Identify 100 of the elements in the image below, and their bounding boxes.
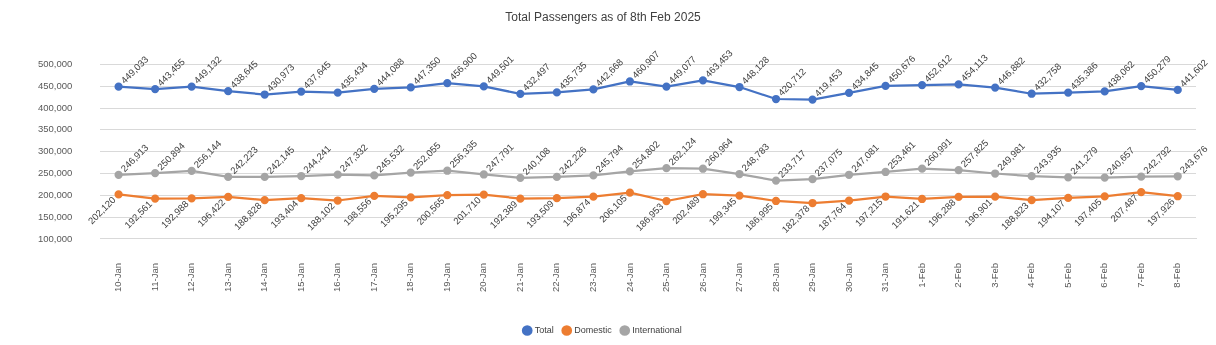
point	[1173, 85, 1182, 95]
point	[991, 192, 1000, 201]
point	[991, 169, 1000, 178]
point	[1100, 173, 1109, 182]
point	[662, 196, 671, 206]
point	[516, 194, 525, 203]
point	[1027, 89, 1036, 98]
point	[370, 191, 379, 201]
point	[333, 170, 342, 179]
point	[297, 87, 306, 96]
point	[844, 88, 854, 97]
x-tick-label: 22-Jan	[550, 262, 562, 293]
point	[1064, 88, 1073, 97]
point	[1173, 172, 1182, 181]
point	[187, 82, 196, 91]
point	[954, 80, 963, 89]
point	[589, 85, 598, 94]
point	[698, 76, 708, 85]
x-tick-label: 13-Jan	[221, 262, 233, 293]
point	[224, 172, 233, 182]
point	[808, 198, 817, 208]
x-tick-label: 14-Jan	[258, 262, 270, 293]
y-tick-label: 200,000	[38, 188, 73, 200]
point	[917, 80, 927, 90]
point	[260, 90, 269, 99]
point	[114, 190, 123, 199]
point	[881, 192, 890, 201]
point	[297, 171, 306, 181]
point	[1100, 87, 1109, 96]
point	[698, 164, 708, 173]
x-tick-label: 18-Jan	[404, 262, 416, 293]
point	[114, 170, 123, 179]
point	[552, 172, 561, 182]
legend-label: International	[632, 324, 682, 335]
point	[662, 164, 671, 173]
y-tick-label: 500,000	[38, 58, 73, 70]
x-tick-label: 12-Jan	[185, 262, 197, 293]
point	[1137, 172, 1146, 181]
point	[1027, 172, 1036, 181]
point	[1064, 173, 1073, 182]
point	[479, 170, 488, 179]
point	[443, 166, 452, 175]
point	[150, 84, 160, 94]
point	[917, 164, 927, 173]
point	[552, 88, 561, 97]
x-tick-label: 3-Feb	[988, 262, 1000, 288]
point	[917, 194, 927, 204]
point	[333, 88, 342, 97]
point	[625, 167, 635, 176]
x-tick-label: 21-Jan	[513, 262, 525, 293]
x-tick-label: 27-Jan	[733, 262, 745, 293]
point	[625, 77, 635, 86]
point	[771, 176, 781, 185]
point	[187, 166, 196, 175]
y-tick-label: 400,000	[38, 101, 73, 113]
point	[297, 194, 306, 203]
x-tick-label: 7-Feb	[1134, 262, 1146, 288]
y-tick-label: 150,000	[38, 210, 73, 222]
point	[224, 87, 233, 96]
point	[881, 167, 890, 177]
x-tick-label: 2-Feb	[952, 262, 964, 288]
x-tick-label: 31-Jan	[879, 262, 891, 293]
point	[516, 89, 525, 98]
point	[224, 192, 233, 202]
x-tick-label: 1-Feb	[915, 262, 927, 288]
point	[406, 193, 415, 202]
legend-label: Domestic	[574, 324, 613, 335]
y-tick-label: 100,000	[38, 232, 73, 244]
point	[881, 81, 890, 91]
point	[662, 82, 671, 91]
x-tick-label: 30-Jan	[842, 262, 854, 293]
point	[114, 82, 123, 91]
point	[844, 170, 854, 179]
point	[589, 171, 598, 180]
x-tick-label: 24-Jan	[623, 262, 635, 293]
x-tick-label: 5-Feb	[1061, 262, 1073, 288]
legend-label: Total	[534, 324, 554, 335]
point	[589, 192, 598, 201]
point	[844, 196, 854, 205]
y-tick-label: 250,000	[38, 167, 73, 179]
point	[406, 168, 415, 177]
point	[1173, 192, 1182, 201]
x-tick-label: 25-Jan	[660, 262, 672, 293]
point	[771, 196, 781, 206]
point	[516, 173, 525, 182]
point	[1027, 196, 1036, 205]
point	[1137, 187, 1146, 197]
chart-title: Total Passengers as of 8th Feb 2025	[505, 9, 702, 24]
point	[735, 169, 744, 179]
point	[625, 188, 635, 197]
point	[443, 79, 452, 88]
x-tick-label: 28-Jan	[769, 262, 781, 293]
point	[1137, 81, 1146, 91]
y-tick-label: 350,000	[38, 123, 73, 135]
point	[808, 95, 817, 104]
point	[370, 171, 379, 180]
point	[954, 165, 963, 175]
point	[370, 84, 379, 93]
point	[479, 190, 488, 199]
y-tick-label: 450,000	[38, 79, 73, 91]
